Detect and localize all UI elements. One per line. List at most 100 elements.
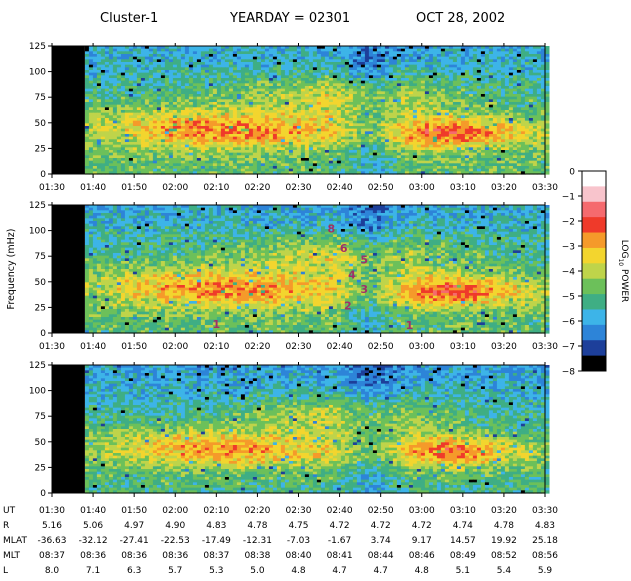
heatmap-cell: [188, 88, 194, 92]
heatmap-cell: [540, 83, 546, 87]
heatmap-cell: [516, 67, 522, 71]
heatmap-cell: [464, 70, 470, 74]
heatmap-cell: [456, 99, 462, 103]
heatmap-cell: [360, 72, 366, 76]
heatmap-cell: [372, 102, 378, 106]
heatmap-cell: [204, 72, 210, 76]
heatmap-cell: [132, 54, 138, 58]
heatmap-cell: [336, 70, 342, 74]
heatmap-cell: [120, 104, 126, 108]
heatmap-cell: [208, 48, 214, 52]
heatmap-cell: [100, 99, 106, 103]
heatmap-cell: [380, 64, 386, 68]
heatmap-cell: [384, 75, 390, 79]
heatmap-cell: [508, 94, 514, 98]
heatmap-cell: [108, 94, 114, 98]
heatmap-cell: [108, 51, 114, 55]
heatmap-cell: [440, 62, 446, 66]
heatmap-cell: [500, 83, 506, 87]
heatmap-cell: [356, 64, 362, 68]
heatmap-cell: [372, 48, 378, 52]
heatmap-cell: [128, 96, 134, 100]
heatmap-cell: [500, 86, 506, 90]
heatmap-cell: [204, 102, 210, 106]
heatmap-cell: [256, 48, 262, 52]
heatmap-cell: [480, 72, 486, 76]
heatmap-cell: [264, 72, 270, 76]
heatmap-cell: [480, 99, 486, 103]
heatmap-cell: [88, 102, 94, 106]
heatmap-cell: [428, 96, 434, 100]
heatmap-cell: [400, 86, 406, 90]
heatmap-cell: [492, 54, 498, 58]
heatmap-cell: [188, 56, 194, 60]
heatmap-cell: [496, 88, 502, 92]
heatmap-cell: [304, 96, 310, 100]
heatmap-cell: [492, 56, 498, 60]
heatmap-cell: [104, 75, 110, 79]
heatmap-cell: [308, 83, 314, 87]
heatmap-cell: [468, 48, 474, 52]
heatmap-cell: [84, 67, 90, 71]
heatmap-cell: [104, 88, 110, 92]
heatmap-cell: [412, 67, 418, 71]
heatmap-cell: [380, 86, 386, 90]
heatmap-cell: [420, 88, 426, 92]
heatmap-cell: [516, 64, 522, 68]
heatmap-cell: [332, 64, 338, 68]
heatmap-cell: [216, 64, 222, 68]
heatmap-cell: [540, 46, 546, 50]
heatmap-cell: [504, 56, 510, 60]
heatmap-cell: [152, 88, 158, 92]
heatmap-cell: [404, 104, 410, 108]
heatmap-cell: [292, 107, 298, 111]
heatmap-cell: [108, 78, 114, 82]
heatmap-cell: [424, 67, 430, 71]
heatmap-cell: [400, 75, 406, 79]
heatmap-cell: [404, 96, 410, 100]
heatmap-cell: [172, 91, 178, 95]
heatmap-cell: [364, 83, 370, 87]
heatmap-cell: [544, 104, 550, 108]
heatmap-cell: [440, 91, 446, 95]
heatmap-cell: [224, 94, 230, 98]
heatmap-cell: [380, 75, 386, 79]
heatmap-cell: [396, 102, 402, 106]
heatmap-cell: [352, 54, 358, 58]
heatmap-cell: [372, 104, 378, 108]
heatmap-cell: [436, 83, 442, 87]
heatmap-cell: [296, 104, 302, 108]
heatmap-cell: [408, 102, 414, 106]
heatmap-cell: [200, 78, 206, 82]
heatmap-cell: [332, 72, 338, 76]
heatmap-cell: [208, 51, 214, 55]
heatmap-cell: [468, 62, 474, 66]
heatmap-cell: [136, 46, 142, 50]
heatmap-cell: [436, 46, 442, 50]
heatmap-cell: [512, 59, 518, 63]
heatmap-cell: [288, 46, 294, 50]
heatmap-cell: [512, 86, 518, 90]
heatmap-cell: [544, 99, 550, 103]
heatmap-cell: [236, 64, 242, 68]
heatmap-cell: [168, 107, 174, 111]
heatmap-cell: [388, 99, 394, 103]
heatmap-cell: [304, 78, 310, 82]
heatmap-cell: [508, 54, 514, 58]
heatmap-cell: [348, 86, 354, 90]
heatmap-cell: [364, 75, 370, 79]
heatmap-cell: [516, 96, 522, 100]
heatmap-cell: [340, 102, 346, 106]
heatmap-cell: [152, 104, 158, 108]
heatmap-cell: [316, 59, 322, 63]
heatmap-cell: [124, 78, 130, 82]
heatmap-cell: [340, 67, 346, 71]
heatmap-cell: [204, 94, 210, 98]
heatmap-cell: [156, 46, 162, 50]
heatmap-cell: [436, 86, 442, 90]
heatmap-cell: [540, 104, 546, 108]
heatmap-cell: [440, 67, 446, 71]
heatmap-cell: [292, 62, 298, 66]
heatmap-cell: [356, 72, 362, 76]
heatmap-cell: [260, 59, 266, 63]
